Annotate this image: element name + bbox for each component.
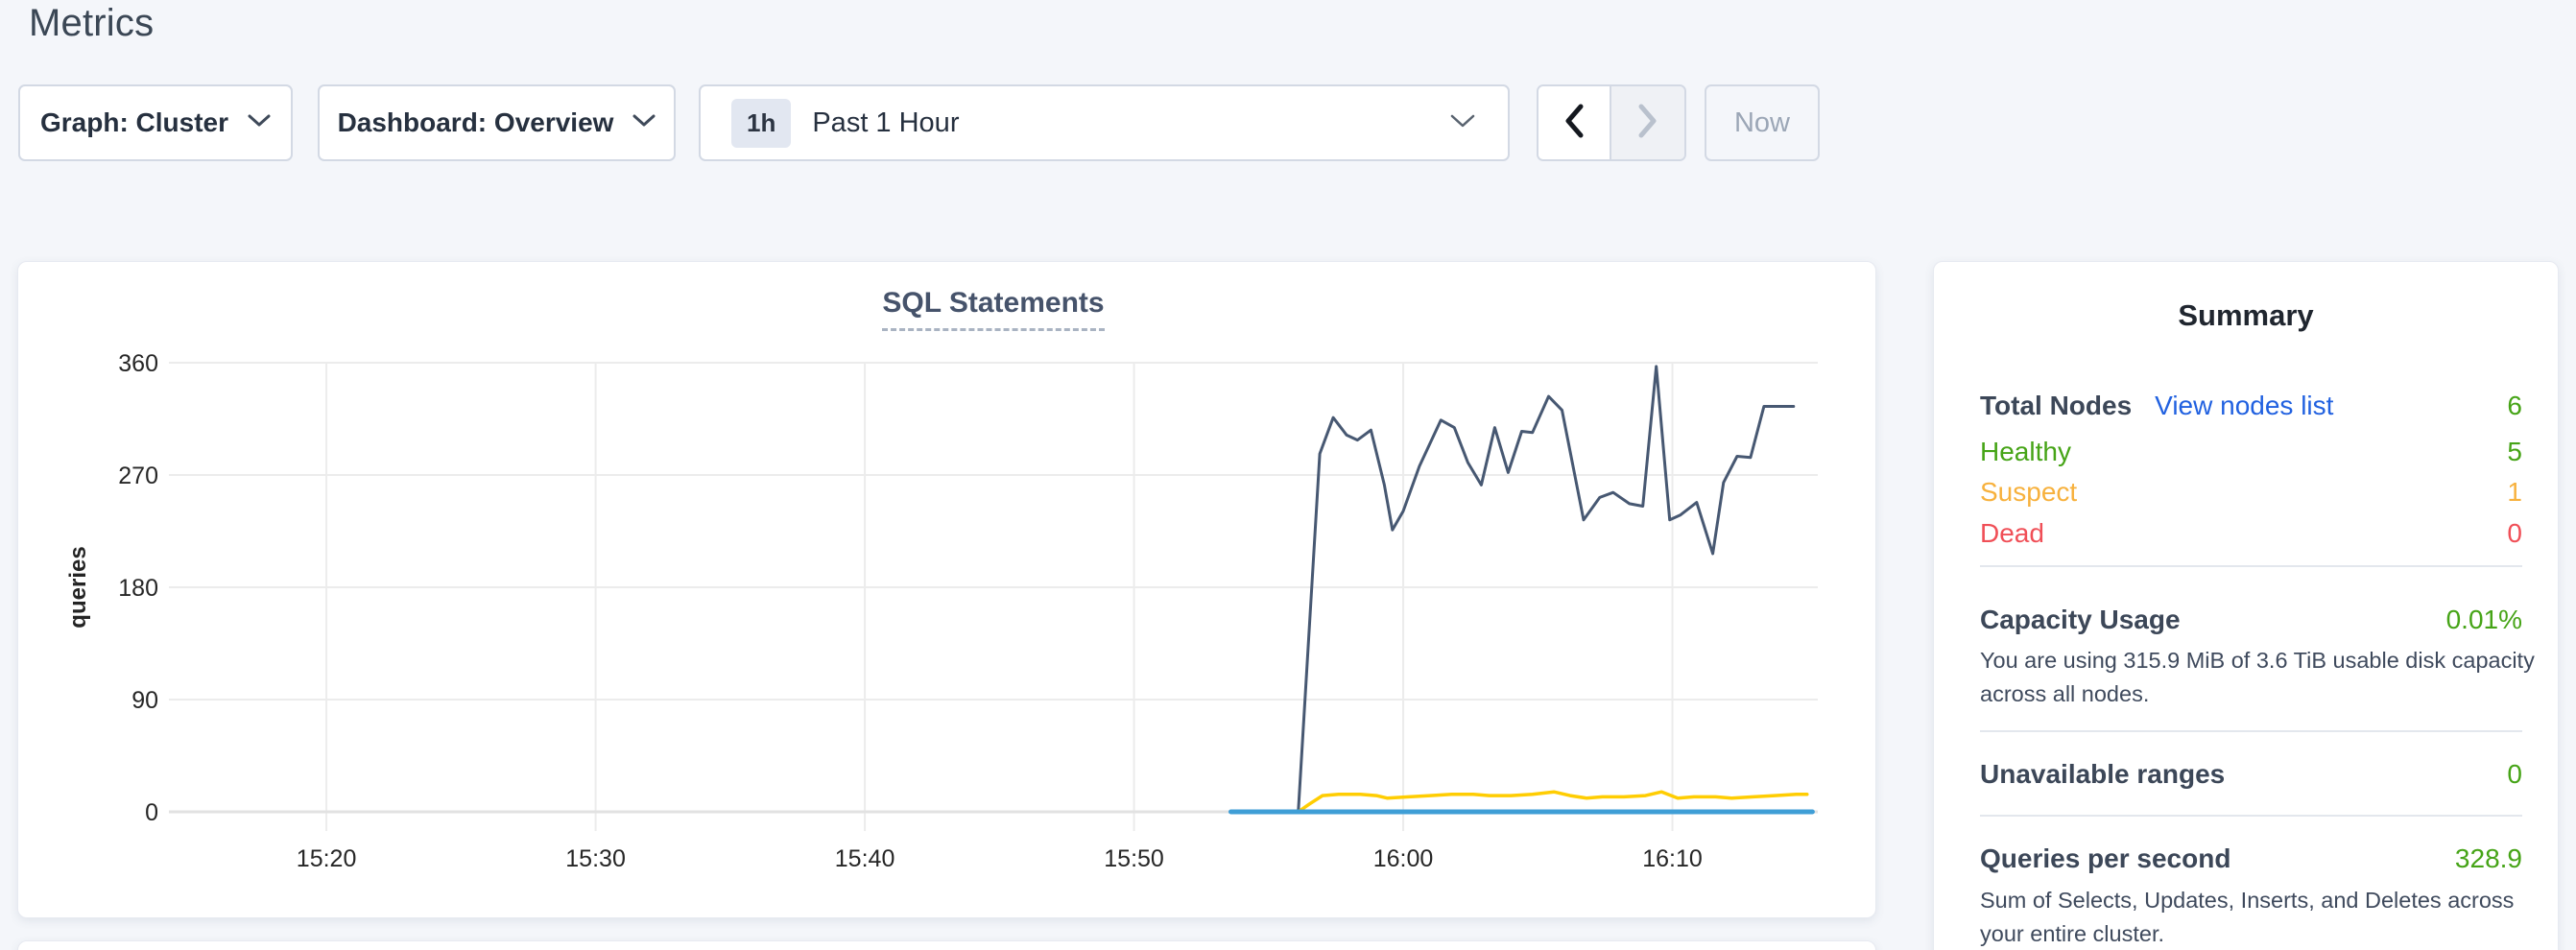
suspect-label: Suspect [1980,477,2078,507]
capacity-usage-value: 0.01% [2445,605,2522,634]
svg-text:16:00: 16:00 [1373,845,1434,872]
svg-text:queries: queries [65,546,91,628]
chart-title-text[interactable]: SQL Statements [882,287,1105,331]
healthy-value: 5 [2507,437,2522,466]
time-range-selector[interactable]: 1h Past 1 Hour [699,84,1510,161]
sql-statements-plot[interactable]: 15:20 15:30 15:40 15:50 16:00 16:10 0 90 180 270 3… [18,262,1877,919]
next-time-button[interactable] [1611,86,1684,159]
svg-text:15:40: 15:40 [835,845,895,872]
chevron-down-icon [632,113,656,132]
svg-text:90: 90 [131,687,158,714]
time-range-label: Past 1 Hour [812,107,960,138]
unavailable-ranges-label: Unavailable ranges [1980,759,2226,789]
summary-row-total-nodes: Total Nodes View nodes list 6 [1980,387,2522,425]
chart-title: SQL Statements [169,287,1818,331]
graph-dropdown-label: Graph: Cluster [39,107,229,137]
summary-title: Summary [2178,298,2314,332]
svg-text:15:20: 15:20 [297,845,357,872]
unavailable-ranges-value: 0 [2507,759,2522,789]
summary-row-qps: Queries per second 328.9 [1980,840,2522,878]
dashboard-dropdown-label: Dashboard: Overview [337,107,614,137]
summary-panel: Summary Total Nodes View nodes list 6 He… [1933,261,2559,950]
queries-per-second-label: Queries per second [1980,843,2231,873]
total-nodes-value: 6 [2507,391,2522,420]
dead-value: 0 [2507,518,2522,548]
time-range-badge: 1h [731,98,792,148]
sql-statements-chart-card: SQL Statements 15:20 15:30 15:40 15:50 16:00… [17,261,1876,918]
series-navy [1297,365,1796,814]
svg-text:360: 360 [118,350,158,377]
qps-description: Sum of Selects, Updates, Inserts, and De… [1980,888,2515,946]
divider [1980,815,2522,817]
svg-text:0: 0 [145,799,158,826]
dashboard-dropdown[interactable]: Dashboard: Overview [318,84,676,161]
chevron-right-icon [1637,104,1658,143]
queries-per-second-value: 328.9 [2454,843,2522,873]
svg-text:15:30: 15:30 [565,845,626,872]
series-yellow [1296,790,1809,814]
summary-row-dead: Dead 0 [1980,514,2522,553]
page-title: Metrics [29,2,155,44]
svg-text:180: 180 [118,575,158,602]
svg-text:16:10: 16:10 [1642,845,1703,872]
svg-text:15:50: 15:50 [1104,845,1164,872]
summary-row-capacity: Capacity Usage 0.01% [1980,601,2522,639]
capacity-usage-label: Capacity Usage [1980,605,2181,634]
divider [1980,565,2522,567]
chevron-left-icon [1563,104,1585,143]
view-nodes-list-link[interactable]: View nodes list [2155,391,2334,420]
next-chart-card [17,940,1876,950]
healthy-label: Healthy [1980,437,2071,466]
chevron-down-icon [248,113,271,132]
divider [1980,730,2522,732]
time-nav-group [1537,84,1686,161]
chevron-down-icon [1450,113,1475,133]
summary-row-unavailable-ranges: Unavailable ranges 0 [1980,755,2522,794]
prev-time-button[interactable] [1538,86,1611,159]
svg-text:270: 270 [118,463,158,489]
capacity-usage-description: You are using 315.9 MiB of 3.6 TiB usabl… [1980,648,2535,706]
graph-dropdown[interactable]: Graph: Cluster [18,84,293,161]
now-button[interactable]: Now [1705,84,1820,161]
summary-row-suspect: Suspect 1 [1980,473,2522,511]
total-nodes-label: Total Nodes [1980,391,2133,420]
suspect-value: 1 [2507,477,2522,507]
dead-label: Dead [1980,518,2044,548]
summary-row-healthy: Healthy 5 [1980,433,2522,471]
